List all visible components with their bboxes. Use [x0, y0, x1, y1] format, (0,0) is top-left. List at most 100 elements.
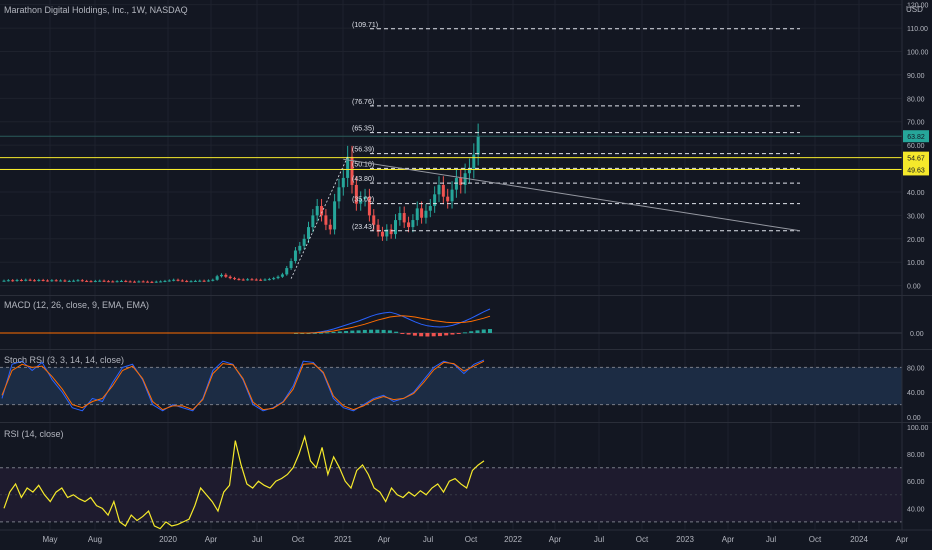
x-tick-label: Apr	[722, 535, 735, 544]
y-tick-label: 30.00	[907, 213, 925, 220]
x-tick-label: May	[42, 535, 57, 544]
candle-body	[415, 208, 419, 221]
candle-body	[441, 184, 445, 197]
x-tick-label: 2022	[504, 535, 522, 544]
candle-body	[32, 280, 36, 282]
macd-title: MACD (12, 26, close, 9, EMA, EMA)	[4, 300, 150, 310]
fib-level-label: (56.39)	[352, 147, 374, 154]
x-tick-label: Apr	[896, 535, 909, 544]
candle-body	[467, 168, 471, 174]
candle-body	[6, 280, 10, 282]
candle-body	[307, 227, 310, 239]
candle-body	[437, 184, 441, 195]
candle-body	[428, 206, 432, 211]
fib-level-label: (65.35)	[352, 126, 374, 133]
trendline	[343, 158, 801, 232]
x-tick-label: Jul	[423, 535, 433, 544]
candle-body	[315, 206, 319, 216]
y-tick-label: 80.00	[907, 96, 925, 103]
rsi-y-label: 80.00	[907, 452, 925, 459]
candle-body	[333, 201, 337, 230]
candle-body	[67, 280, 71, 282]
candle-body	[459, 177, 463, 185]
pane-separator[interactable]	[0, 422, 932, 423]
stoch-d-line	[1, 360, 485, 411]
y-tick-label: 120.00	[907, 3, 929, 10]
candle-body	[420, 208, 424, 218]
candle-body	[119, 280, 123, 282]
candle-body	[15, 280, 19, 282]
candle-body	[424, 210, 428, 218]
candle-body	[450, 189, 454, 202]
macd-histogram-bar	[425, 333, 430, 337]
candle-body	[276, 276, 280, 279]
candle-body	[2, 280, 6, 282]
macd-histogram-bar	[381, 329, 386, 333]
fib-level-label: (23.43)	[352, 224, 374, 231]
macd-line	[0, 308, 491, 334]
fib-level-label: (109.71)	[352, 22, 378, 29]
x-tick-label: 2020	[159, 535, 177, 544]
fib-level-label: (76.76)	[352, 99, 374, 106]
candle-body	[224, 274, 228, 277]
x-tick-label: 2021	[334, 535, 352, 544]
macd-histogram-bar	[444, 333, 449, 336]
x-tick-label: Apr	[378, 535, 391, 544]
y-tick-label: 0.00	[907, 284, 921, 291]
candle-body	[380, 231, 384, 237]
macd-y-label: 0.00	[910, 331, 924, 338]
candle-body	[46, 280, 49, 282]
candle-body	[150, 281, 154, 283]
macd-histogram-bar	[331, 331, 336, 333]
candle-body	[106, 281, 110, 283]
stoch-y-label: 40.00	[907, 390, 925, 397]
candle-body	[50, 280, 54, 282]
candle-body	[211, 279, 215, 281]
candle-body	[411, 220, 415, 228]
candle-body	[302, 238, 306, 246]
candle-body	[180, 280, 184, 282]
candle-body	[254, 279, 258, 281]
candle-body	[463, 173, 467, 185]
price-label-text: 49.63	[907, 167, 925, 174]
candle-body	[407, 222, 411, 228]
macd-histogram-bar	[419, 333, 424, 337]
x-tick-label: Aug	[88, 535, 102, 544]
candle-body	[59, 280, 63, 282]
candle-body	[350, 156, 354, 185]
macd-histogram-bar	[356, 330, 361, 333]
x-tick-label: Apr	[549, 535, 562, 544]
candle-body	[137, 281, 141, 283]
candle-body	[198, 280, 202, 282]
candle-body	[372, 215, 376, 225]
candle-body	[293, 250, 297, 262]
macd-histogram-bar	[462, 332, 467, 334]
candle-body	[298, 245, 302, 251]
pane-separator[interactable]	[0, 349, 932, 350]
candle-body	[263, 279, 267, 281]
candle-body	[359, 199, 363, 204]
candle-body	[37, 280, 41, 282]
candle-body	[454, 177, 458, 190]
price-label-text: 63.82	[907, 134, 925, 141]
price-label-box	[903, 130, 929, 143]
pane-separator[interactable]	[0, 295, 932, 296]
symbol-title: Marathon Digital Holdings, Inc., 1W, NAS…	[4, 5, 188, 15]
candle-body	[133, 281, 136, 283]
macd-histogram-bar	[387, 330, 392, 333]
candle-body	[394, 220, 397, 235]
y-tick-label: 60.00	[907, 143, 925, 150]
candle-body	[202, 280, 206, 282]
candle-body	[472, 154, 476, 169]
candle-body	[206, 280, 210, 282]
candle-body	[389, 229, 393, 235]
candle-body	[124, 280, 128, 282]
y-tick-label: 40.00	[907, 190, 925, 197]
macd-histogram-bar	[431, 333, 436, 337]
candle-body	[176, 279, 180, 281]
price-label-box	[903, 163, 929, 176]
macd-histogram-bar	[337, 331, 342, 333]
macd-histogram-bar	[406, 333, 411, 335]
y-tick-label: 100.00	[907, 50, 929, 57]
